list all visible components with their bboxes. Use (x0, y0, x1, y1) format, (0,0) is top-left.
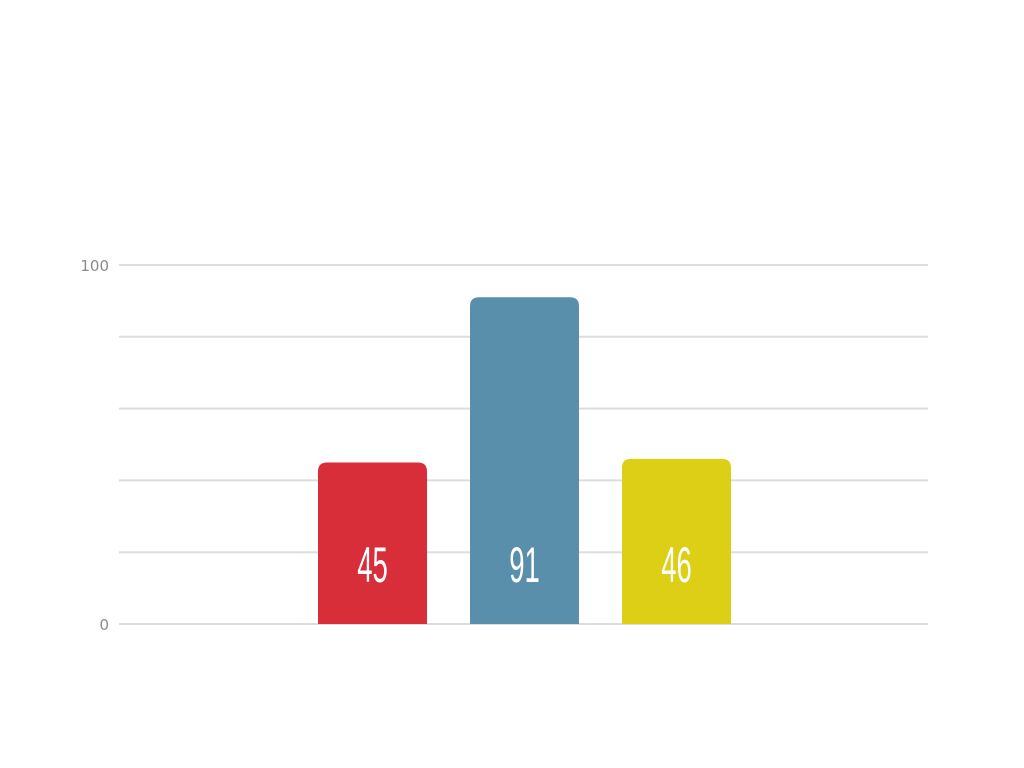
y-tick-label: 100 (80, 257, 109, 275)
y-tick-label: 0 (99, 616, 109, 634)
data-label: 45 (357, 536, 388, 593)
bar (622, 458, 731, 624)
bar (470, 297, 579, 624)
data-label: 46 (661, 536, 692, 593)
data-label-group: 46 (661, 536, 692, 593)
data-label: 91 (509, 536, 540, 593)
bar (318, 462, 427, 624)
data-label-group: 45 (357, 536, 388, 593)
data-label-group: 91 (509, 536, 540, 593)
